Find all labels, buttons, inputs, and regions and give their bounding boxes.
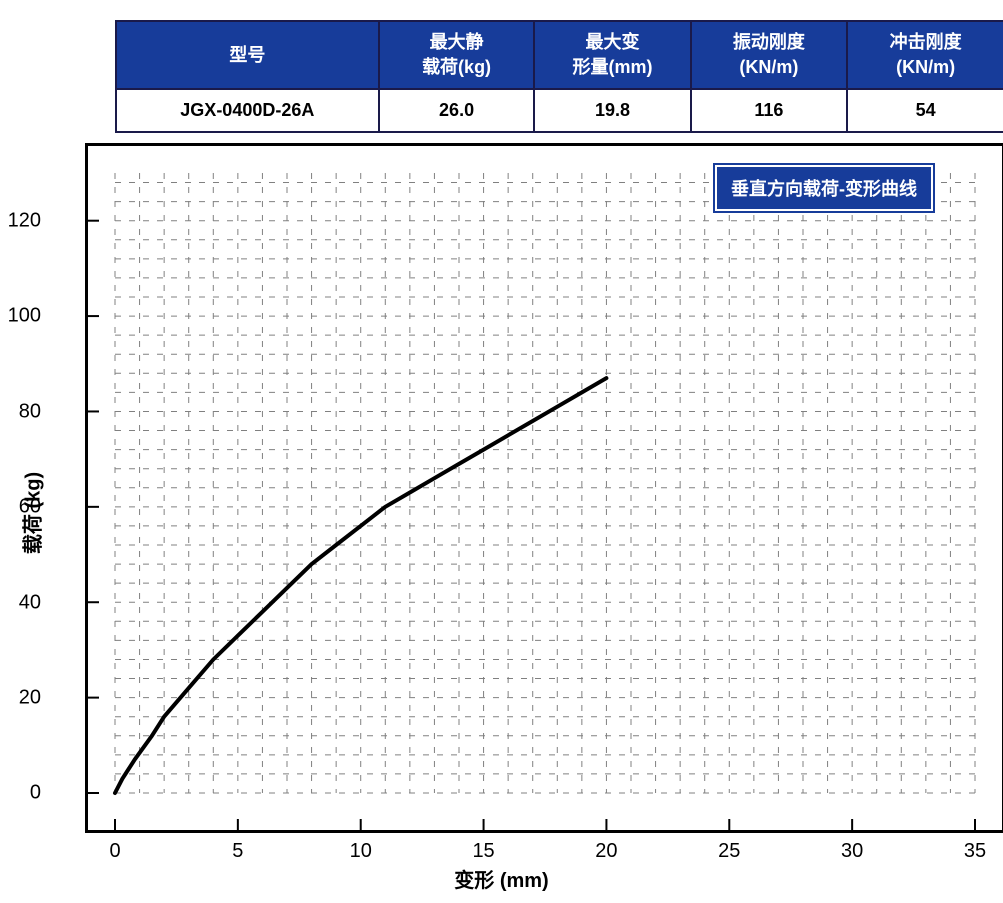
chart-container: 载荷 (kg) 变形 (mm) 垂直方向载荷-变形曲线 020406080100…	[20, 143, 983, 883]
x-tick-label: 35	[964, 840, 986, 863]
spec-table: 型号 最大静载荷(kg) 最大变形量(mm) 振动刚度(KN/m) 冲击刚度(K…	[115, 20, 1003, 133]
chart-plot-svg	[85, 143, 1003, 833]
x-tick-label: 15	[472, 840, 494, 863]
x-tick-label: 10	[350, 840, 372, 863]
y-tick-label: 40	[19, 591, 41, 614]
val-impstiff: 54	[847, 89, 1003, 132]
x-tick-label: 5	[232, 840, 243, 863]
col-maxload: 最大静载荷(kg)	[379, 21, 535, 89]
col-vibstiff: 振动刚度(KN/m)	[691, 21, 848, 89]
val-maxdeform: 19.8	[534, 89, 690, 132]
val-model: JGX-0400D-26A	[116, 89, 379, 132]
x-tick-label: 0	[109, 840, 120, 863]
spec-data-row: JGX-0400D-26A 26.0 19.8 116 54	[116, 89, 1003, 132]
x-tick-label: 30	[841, 840, 863, 863]
y-tick-label: 120	[8, 210, 41, 233]
y-tick-label: 0	[30, 782, 41, 805]
col-impstiff: 冲击刚度(KN/m)	[847, 21, 1003, 89]
val-maxload: 26.0	[379, 89, 535, 132]
y-tick-label: 60	[19, 496, 41, 519]
x-tick-label: 25	[718, 840, 740, 863]
col-model: 型号	[116, 21, 379, 89]
x-tick-label: 20	[595, 840, 617, 863]
y-tick-label: 80	[19, 400, 41, 423]
x-axis-label: 变形 (mm)	[454, 864, 548, 893]
y-tick-label: 100	[8, 305, 41, 328]
val-vibstiff: 116	[691, 89, 848, 132]
col-maxdeform: 最大变形量(mm)	[534, 21, 690, 89]
y-tick-label: 20	[19, 686, 41, 709]
spec-header-row: 型号 最大静载荷(kg) 最大变形量(mm) 振动刚度(KN/m) 冲击刚度(K…	[116, 21, 1003, 89]
chart-title-box: 垂直方向载荷-变形曲线	[715, 165, 933, 211]
